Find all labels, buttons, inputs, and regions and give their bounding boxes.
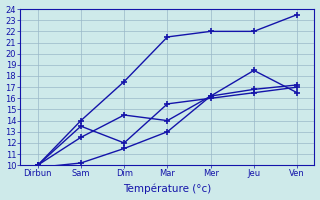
X-axis label: Température (°c): Température (°c) [123,184,212,194]
